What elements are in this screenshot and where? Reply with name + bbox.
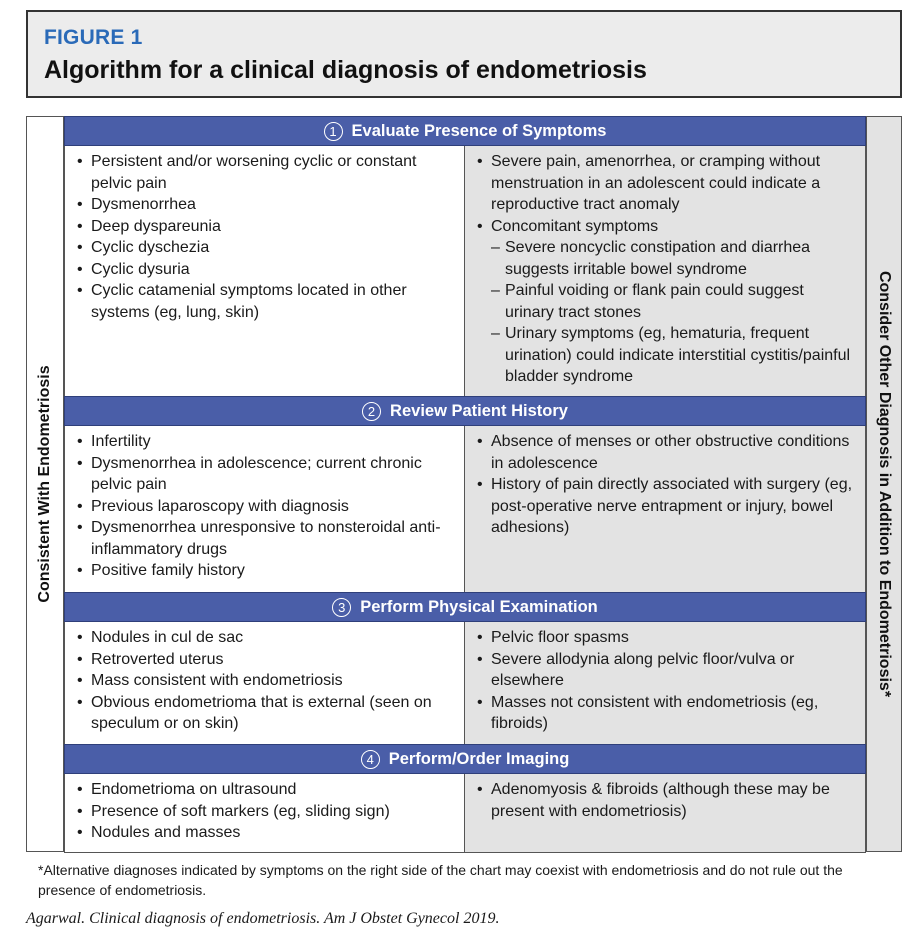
footnote: *Alternative diagnoses indicated by symp… xyxy=(38,862,843,898)
list-item: Retroverted uterus xyxy=(75,649,454,671)
step-title: Perform/Order Imaging xyxy=(388,749,570,768)
step-4-row: Endometrioma on ultrasound Presence of s… xyxy=(64,774,866,853)
list-item: Dysmenorrhea unresponsive to nonsteroida… xyxy=(75,517,454,560)
list-item: Cyclic catamenial symptoms located in ot… xyxy=(75,280,454,323)
list-item: Adenomyosis & fibroids (although these m… xyxy=(475,779,855,822)
list-item: Severe allodynia along pelvic floor/vulv… xyxy=(475,649,855,692)
figure-number: FIGURE 1 xyxy=(44,26,143,49)
list-item: Previous laparoscopy with diagnosis xyxy=(75,496,454,518)
step-2-other-cell: Absence of menses or other obstructive c… xyxy=(465,426,865,592)
step-3-header: 3 Perform Physical Examination xyxy=(64,592,866,622)
list-item: Endometrioma on ultrasound xyxy=(75,779,454,801)
algorithm-grid: 1 Evaluate Presence of Symptoms Persiste… xyxy=(64,116,866,853)
figure-title: Algorithm for a clinical diagnosis of en… xyxy=(44,56,647,84)
list-item: Obvious endometrioma that is external (s… xyxy=(75,692,454,735)
step-2-consistent-cell: Infertility Dysmenorrhea in adolescence;… xyxy=(65,426,465,592)
step-1-consistent-cell: Persistent and/or worsening cyclic or co… xyxy=(65,146,465,396)
step-4-header: 4 Perform/Order Imaging xyxy=(64,744,866,774)
list-item: Mass consistent with endometriosis xyxy=(75,670,454,692)
list-item: History of pain directly associated with… xyxy=(475,474,855,539)
list-item: Dysmenorrhea in adolescence; current chr… xyxy=(75,453,454,496)
sub-list-item: Painful voiding or flank pain could sugg… xyxy=(475,280,855,323)
step-2-row: Infertility Dysmenorrhea in adolescence;… xyxy=(64,426,866,592)
citation: Agarwal. Clinical diagnosis of endometri… xyxy=(26,910,500,927)
step-1-other-cell: Severe pain, amenorrhea, or cramping wit… xyxy=(465,146,865,396)
step-4-consistent-cell: Endometrioma on ultrasound Presence of s… xyxy=(65,774,465,852)
step-number-badge: 4 xyxy=(360,749,380,769)
other-diagnosis-label: Consider Other Diagnosis in Addition to … xyxy=(876,270,893,698)
list-item: Persistent and/or worsening cyclic or co… xyxy=(75,151,454,194)
step-number-badge: 2 xyxy=(362,401,382,421)
step-3-row: Nodules in cul de sac Retroverted uterus… xyxy=(64,622,866,744)
step-number-badge: 1 xyxy=(323,121,343,141)
step-1-header: 1 Evaluate Presence of Symptoms xyxy=(64,116,866,146)
list-item: Positive family history xyxy=(75,560,454,582)
step-title: Review Patient History xyxy=(390,401,568,420)
list-item: Deep dyspareunia xyxy=(75,216,454,238)
step-3-consistent-cell: Nodules in cul de sac Retroverted uterus… xyxy=(65,622,465,744)
list-item: Pelvic floor spasms xyxy=(475,627,855,649)
step-title: Evaluate Presence of Symptoms xyxy=(351,121,607,140)
list-item: Masses not consistent with endometriosis… xyxy=(475,692,855,735)
left-side-label-box: Consistent With Endometriosis xyxy=(26,116,64,852)
right-side-label-box: Consider Other Diagnosis in Addition to … xyxy=(866,116,902,852)
list-item: Dysmenorrhea xyxy=(75,194,454,216)
list-item: Infertility xyxy=(75,431,454,453)
step-number-badge: 3 xyxy=(332,597,352,617)
list-item: Presence of soft markers (eg, sliding si… xyxy=(75,801,454,823)
list-item: Absence of menses or other obstructive c… xyxy=(475,431,855,474)
sub-list-item: Urinary symptoms (eg, hematuria, frequen… xyxy=(475,323,855,388)
list-item: Cyclic dyschezia xyxy=(75,237,454,259)
sub-list-item: Severe noncyclic constipation and diarrh… xyxy=(475,237,855,280)
list-item: Concomitant symptoms xyxy=(475,216,855,238)
step-title: Perform Physical Examination xyxy=(360,597,598,616)
list-item: Nodules in cul de sac xyxy=(75,627,454,649)
list-item: Severe pain, amenorrhea, or cramping wit… xyxy=(475,151,855,216)
step-4-other-cell: Adenomyosis & fibroids (although these m… xyxy=(465,774,865,852)
list-item: Nodules and masses xyxy=(75,822,454,844)
step-2-header: 2 Review Patient History xyxy=(64,396,866,426)
step-3-other-cell: Pelvic floor spasms Severe allodynia alo… xyxy=(465,622,865,744)
consistent-label: Consistent With Endometriosis xyxy=(36,365,53,603)
step-1-row: Persistent and/or worsening cyclic or co… xyxy=(64,146,866,396)
list-item: Cyclic dysuria xyxy=(75,259,454,281)
figure-title-box: FIGURE 1 Algorithm for a clinical diagno… xyxy=(26,10,902,98)
